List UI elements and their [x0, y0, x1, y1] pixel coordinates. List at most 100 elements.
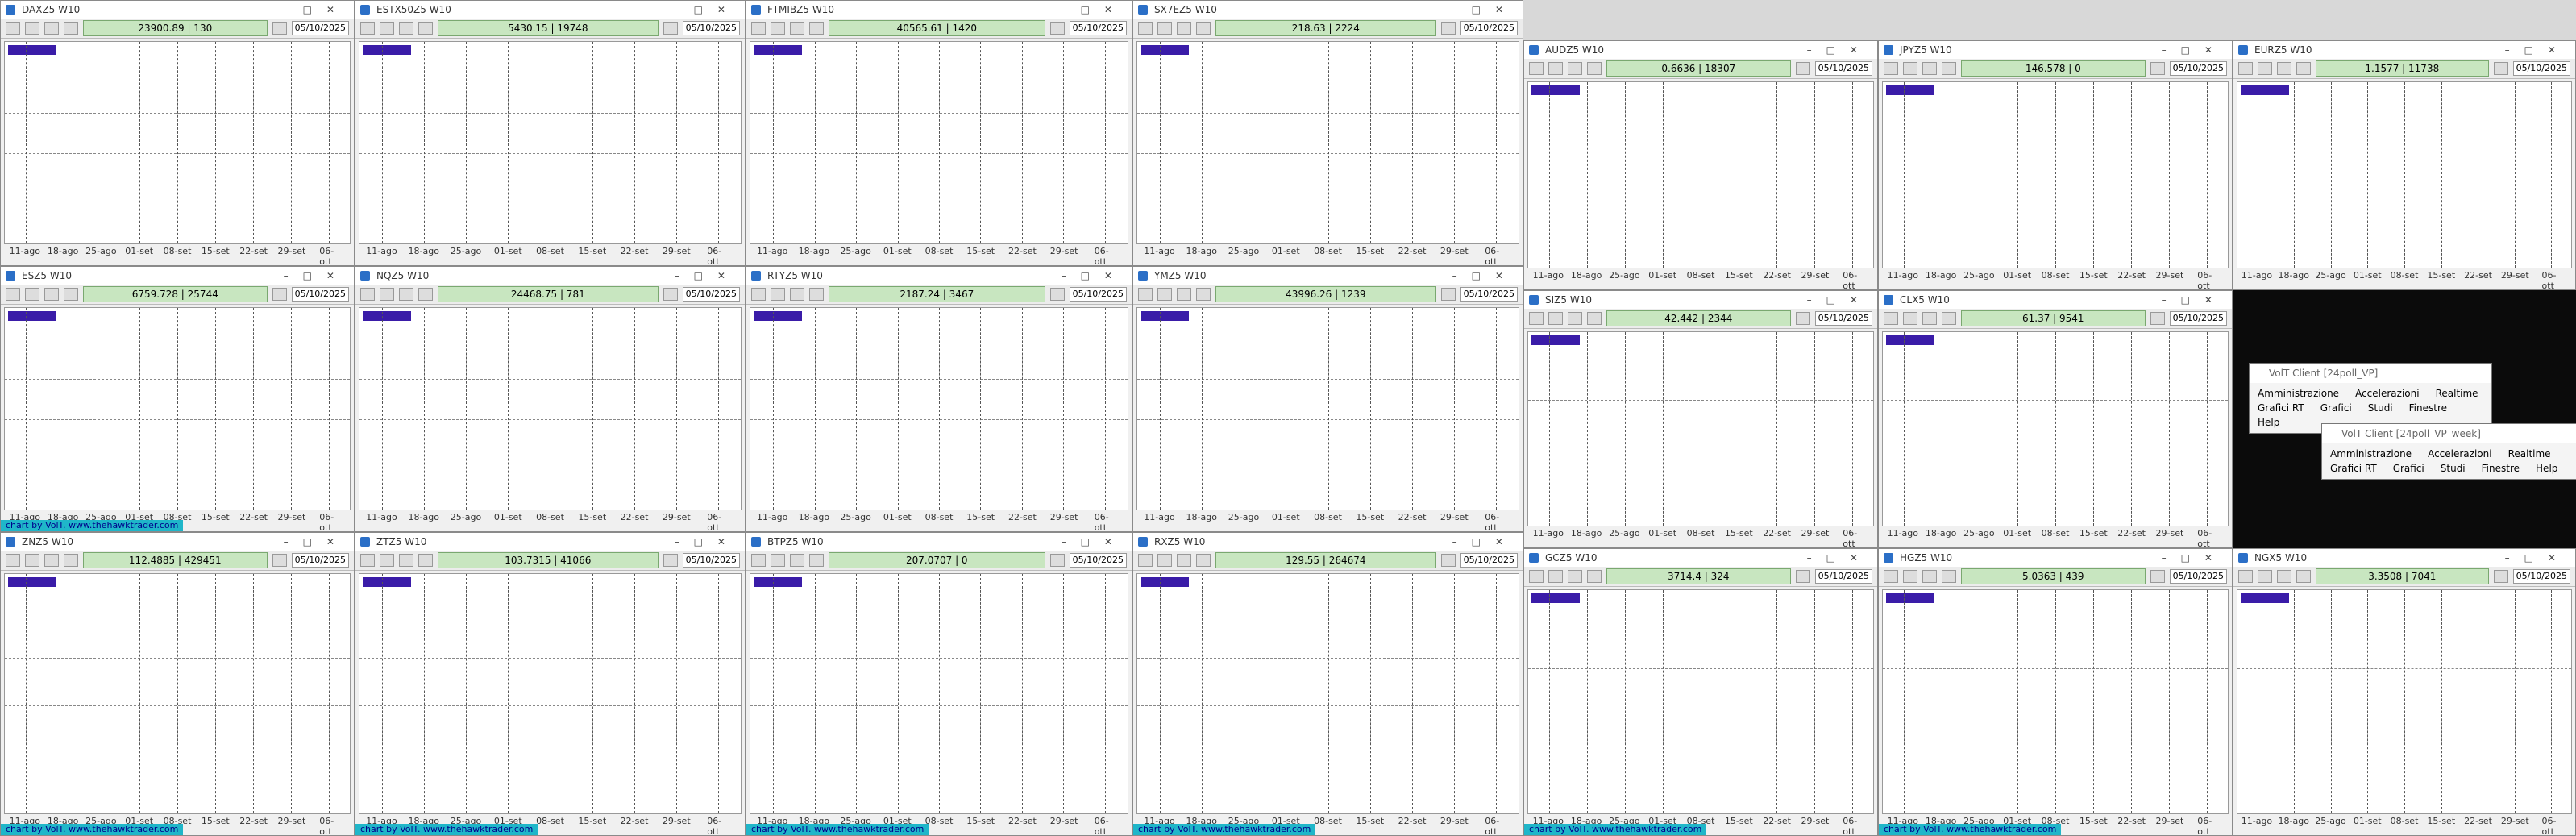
date-field[interactable]: 05/10/2025: [1460, 287, 1518, 302]
tool-button[interactable]: [272, 288, 287, 301]
menu-item[interactable]: Amministrazione: [2258, 388, 2340, 399]
date-field[interactable]: 05/10/2025: [682, 553, 740, 568]
menu-item[interactable]: Amministrazione: [2330, 448, 2412, 460]
menu-item[interactable]: Help: [2258, 417, 2280, 428]
tool-button[interactable]: [1138, 22, 1153, 35]
menu-item[interactable]: Realtime: [2507, 448, 2551, 460]
tool-button[interactable]: [1157, 554, 1172, 567]
tool-button[interactable]: [771, 22, 785, 35]
tool-button[interactable]: [1529, 62, 1544, 75]
date-field[interactable]: 05/10/2025: [1814, 569, 1872, 584]
tool-button[interactable]: [2238, 570, 2253, 583]
window-controls[interactable]: –□✕: [1806, 552, 1872, 564]
window-controls[interactable]: –□✕: [283, 4, 349, 15]
tool-button[interactable]: [1884, 62, 1898, 75]
tool-button[interactable]: [360, 554, 375, 567]
tool-button[interactable]: [399, 288, 413, 301]
tool-button[interactable]: [1922, 62, 1937, 75]
menu-item[interactable]: Grafici: [2392, 463, 2424, 474]
window-controls[interactable]: –□✕: [2161, 294, 2227, 306]
tool-button[interactable]: [1177, 288, 1191, 301]
window-controls[interactable]: –□✕: [283, 270, 349, 281]
window-controls[interactable]: –□✕: [674, 4, 740, 15]
tool-button[interactable]: [1138, 554, 1153, 567]
tool-button[interactable]: [64, 554, 78, 567]
tool-button[interactable]: [1177, 22, 1191, 35]
tool-button[interactable]: [751, 288, 766, 301]
date-field[interactable]: 05/10/2025: [291, 553, 349, 568]
window-controls[interactable]: –□✕: [1061, 4, 1127, 15]
tool-button[interactable]: [1922, 570, 1937, 583]
tool-button[interactable]: [1138, 288, 1153, 301]
tool-button[interactable]: [809, 554, 824, 567]
window-controls[interactable]: –□✕: [1452, 270, 1518, 281]
tool-button[interactable]: [399, 22, 413, 35]
date-field[interactable]: 05/10/2025: [291, 287, 349, 302]
tool-button[interactable]: [1049, 22, 1065, 35]
menu-item[interactable]: Studi: [2440, 463, 2466, 474]
tool-button[interactable]: [809, 288, 824, 301]
tool-button[interactable]: [44, 554, 59, 567]
tool-button[interactable]: [360, 22, 375, 35]
tool-button[interactable]: [809, 22, 824, 35]
tool-button[interactable]: [1529, 312, 1544, 325]
tool-button[interactable]: [790, 22, 804, 35]
tool-button[interactable]: [380, 22, 394, 35]
window-controls[interactable]: –□✕: [1452, 4, 1518, 15]
menu-item[interactable]: Grafici RT: [2330, 463, 2377, 474]
tool-button[interactable]: [1942, 312, 1956, 325]
tool-button[interactable]: [1440, 554, 1456, 567]
tool-button[interactable]: [360, 288, 375, 301]
menu-item[interactable]: Studi: [2367, 402, 2393, 414]
tool-button[interactable]: [1440, 288, 1456, 301]
tool-button[interactable]: [25, 22, 39, 35]
menu-item[interactable]: Help: [2536, 463, 2558, 474]
menu-item[interactable]: Finestre: [2481, 463, 2520, 474]
tool-button[interactable]: [2296, 570, 2311, 583]
tool-button[interactable]: [1884, 312, 1898, 325]
tool-button[interactable]: [272, 22, 287, 35]
tool-button[interactable]: [6, 288, 20, 301]
window-controls[interactable]: –□✕: [674, 536, 740, 547]
date-field[interactable]: 05/10/2025: [1460, 553, 1518, 568]
window-controls[interactable]: –□✕: [1061, 536, 1127, 547]
tool-button[interactable]: [1903, 62, 1917, 75]
tool-button[interactable]: [44, 288, 59, 301]
tool-button[interactable]: [663, 22, 678, 35]
tool-button[interactable]: [380, 288, 394, 301]
date-field[interactable]: 05/10/2025: [682, 21, 740, 35]
date-field[interactable]: 05/10/2025: [2169, 61, 2227, 76]
window-controls[interactable]: –□✕: [2504, 552, 2570, 564]
tool-button[interactable]: [1177, 554, 1191, 567]
tool-button[interactable]: [1795, 62, 1810, 75]
window-controls[interactable]: –□✕: [2161, 44, 2227, 56]
date-field[interactable]: 05/10/2025: [2169, 569, 2227, 584]
tool-button[interactable]: [1903, 570, 1917, 583]
window-controls[interactable]: –□✕: [283, 536, 349, 547]
tool-button[interactable]: [2493, 570, 2508, 583]
menu-item[interactable]: Finestre: [2408, 402, 2448, 414]
date-field[interactable]: 05/10/2025: [2169, 311, 2227, 326]
tool-button[interactable]: [1903, 312, 1917, 325]
tool-button[interactable]: [1884, 570, 1898, 583]
window-controls[interactable]: –□✕: [1806, 294, 1872, 306]
tool-button[interactable]: [64, 288, 78, 301]
tool-button[interactable]: [2277, 62, 2291, 75]
tool-button[interactable]: [25, 554, 39, 567]
tool-button[interactable]: [2238, 62, 2253, 75]
window-controls[interactable]: –□✕: [1806, 44, 1872, 56]
tool-button[interactable]: [380, 554, 394, 567]
tool-button[interactable]: [418, 554, 433, 567]
tool-button[interactable]: [663, 288, 678, 301]
tool-button[interactable]: [1440, 22, 1456, 35]
tool-button[interactable]: [1196, 554, 1211, 567]
tool-button[interactable]: [2296, 62, 2311, 75]
tool-button[interactable]: [790, 288, 804, 301]
menu-item[interactable]: Accelerazioni: [2428, 448, 2492, 460]
tool-button[interactable]: [1942, 62, 1956, 75]
tool-button[interactable]: [1587, 62, 1602, 75]
tool-button[interactable]: [2277, 570, 2291, 583]
date-field[interactable]: 05/10/2025: [1069, 21, 1127, 35]
tool-button[interactable]: [1548, 62, 1563, 75]
menu-item[interactable]: Grafici RT: [2258, 402, 2304, 414]
